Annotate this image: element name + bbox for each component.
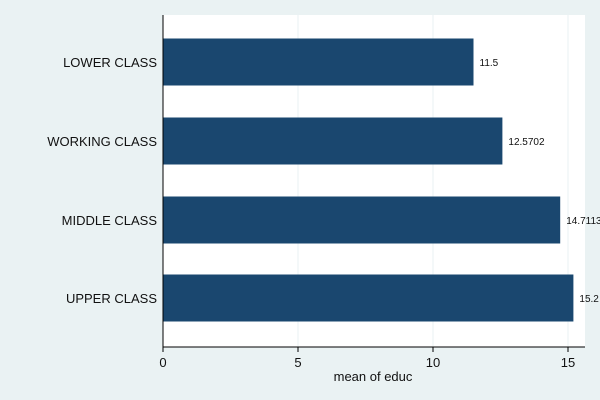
x-tick-label-15: 15 (561, 355, 575, 370)
bar-middle-class (163, 196, 561, 244)
data-label-upper-class: 15.2 (579, 294, 599, 305)
category-label-middle-class: MIDDLE CLASS (62, 213, 158, 228)
data-label-middle-class: 14.7113 (566, 216, 600, 227)
bar-working-class (163, 117, 503, 165)
x-tick-label-10: 10 (426, 355, 440, 370)
bar-lower-class (163, 38, 474, 86)
x-axis-title: mean of educ (334, 369, 413, 384)
x-tick-label-5: 5 (294, 355, 301, 370)
category-label-lower-class: LOWER CLASS (63, 55, 157, 70)
category-label-upper-class: UPPER CLASS (66, 291, 157, 306)
bar-upper-class (163, 274, 574, 322)
category-labels: LOWER CLASS WORKING CLASS MIDDLE CLASS UPPE… (47, 55, 157, 306)
data-labels: 11.5 12.5702 14.7113 15.2 (480, 58, 600, 305)
data-label-working-class: 12.5702 (508, 137, 545, 148)
x-axis-ticks: 0 5 10 15 (159, 347, 575, 370)
x-tick-label-0: 0 (159, 355, 166, 370)
bars (163, 38, 574, 322)
category-label-working-class: WORKING CLASS (47, 134, 157, 149)
data-label-lower-class: 11.5 (480, 58, 499, 69)
